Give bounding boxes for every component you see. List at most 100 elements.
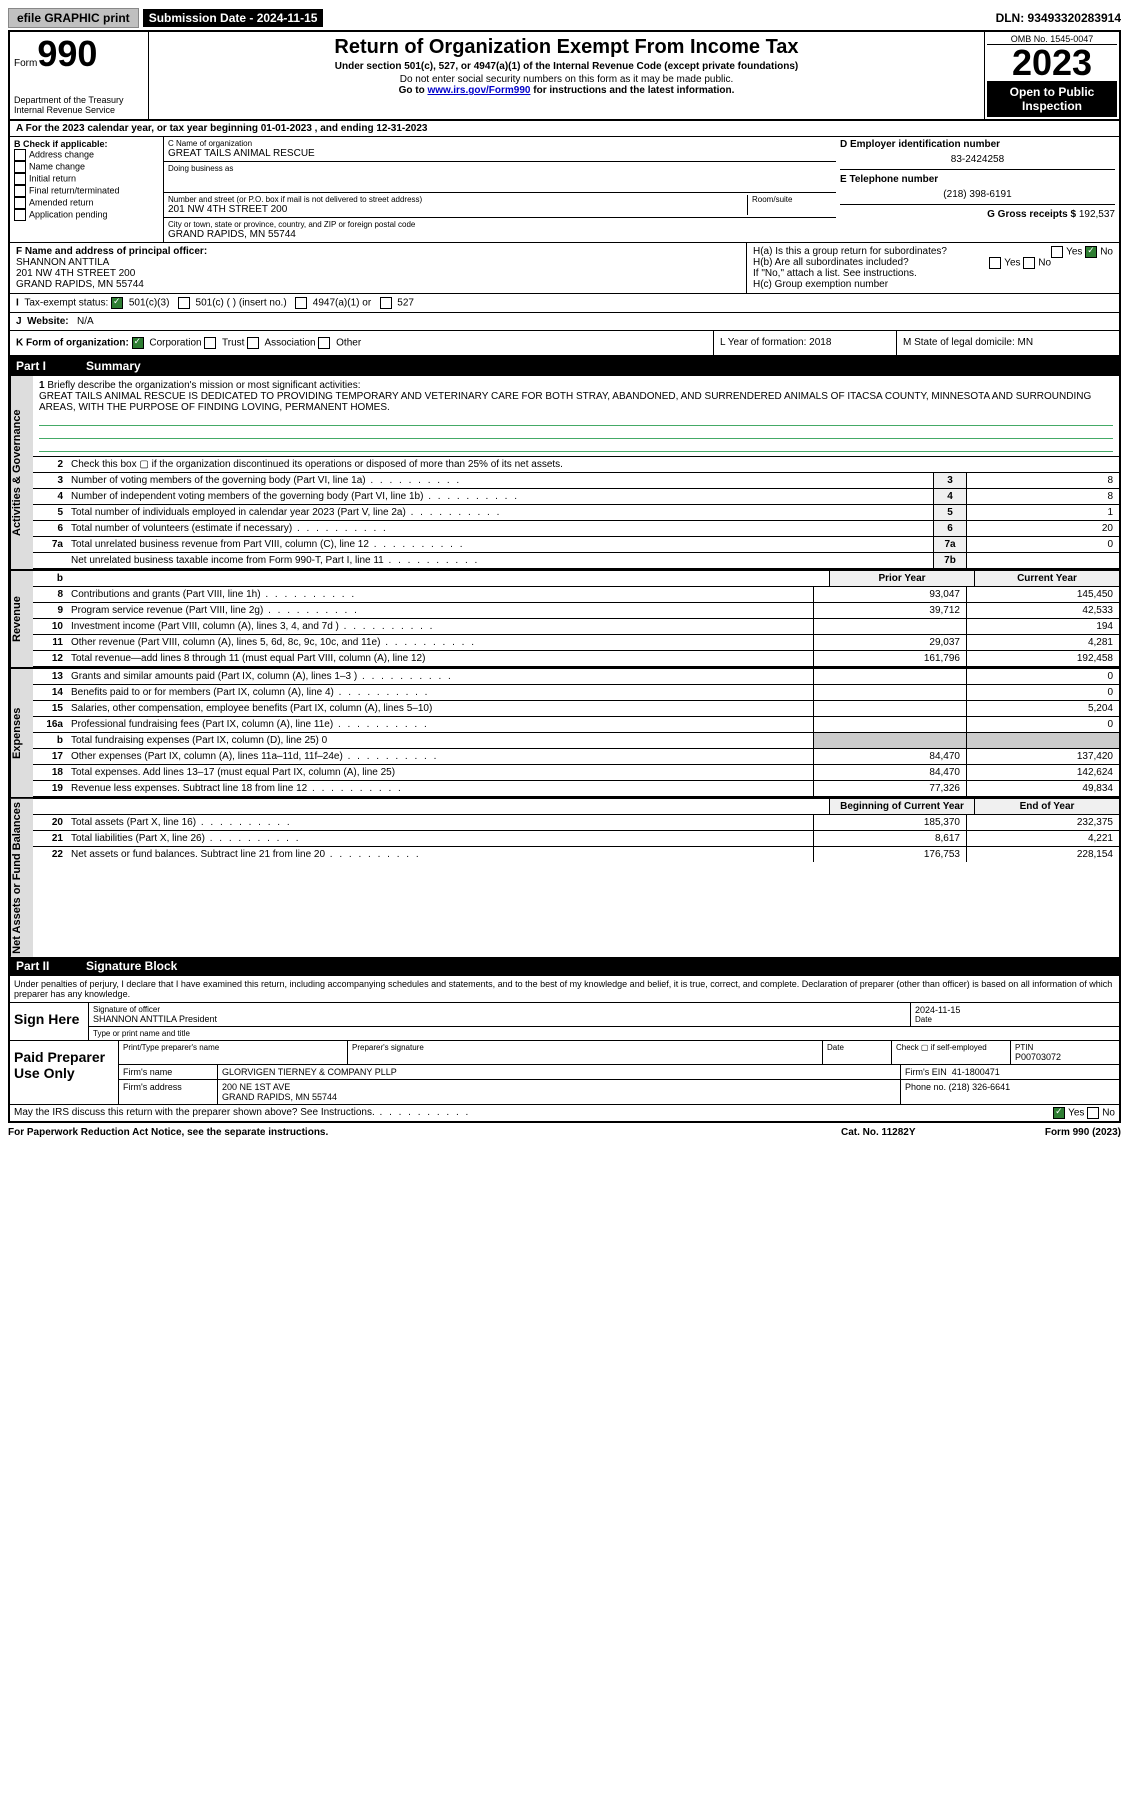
corporation-checkbox[interactable] — [132, 337, 144, 349]
527-label: 527 — [397, 298, 414, 309]
trust-label: Trust — [222, 338, 244, 349]
line-21-text: Total liabilities (Part X, line 26) — [67, 831, 813, 846]
application-pending-checkbox[interactable] — [14, 209, 26, 221]
line-10-curr: 194 — [966, 619, 1119, 634]
section-d-e-g: D Employer identification number 83-2424… — [836, 137, 1119, 242]
netassets-sidetab: Net Assets or Fund Balances — [10, 799, 33, 957]
ha-label: H(a) Is this a group return for subordin… — [753, 246, 947, 257]
line-4-num: 4 — [33, 489, 67, 504]
application-pending-label: Application pending — [29, 209, 108, 219]
expenses-section: Expenses 13Grants and similar amounts pa… — [10, 667, 1119, 797]
association-checkbox[interactable] — [247, 337, 259, 349]
dba-label: Doing business as — [168, 164, 832, 173]
hb-yes-checkbox[interactable] — [989, 257, 1001, 269]
line-6-num: 6 — [33, 521, 67, 536]
final-return-checkbox[interactable] — [14, 185, 26, 197]
line-16a-curr: 0 — [966, 717, 1119, 732]
line-18-prior: 84,470 — [813, 765, 966, 780]
line-21-curr: 4,221 — [966, 831, 1119, 846]
line-22-text: Net assets or fund balances. Subtract li… — [67, 847, 813, 862]
principal-officer-name: SHANNON ANTTILA — [16, 257, 109, 268]
line-19-prior: 77,326 — [813, 781, 966, 796]
discuss-no-checkbox[interactable] — [1087, 1107, 1099, 1119]
tax-exempt-label: Tax-exempt status: — [24, 298, 108, 309]
goto-url-link[interactable]: www.irs.gov/Form990 — [427, 85, 530, 96]
goto-line: Go to www.irs.gov/Form990 for instructio… — [153, 85, 980, 96]
line-11-num: 11 — [33, 635, 67, 650]
initial-return-label: Initial return — [29, 173, 76, 183]
efile-graphic-print-button[interactable]: efile GRAPHIC print — [8, 8, 139, 28]
line-2-num: 2 — [33, 457, 67, 472]
form-word: Form — [14, 58, 37, 69]
hb-no-checkbox[interactable] — [1023, 257, 1035, 269]
discuss-yes-checkbox[interactable] — [1053, 1107, 1065, 1119]
penalty-statement: Under penalties of perjury, I declare th… — [10, 976, 1119, 1002]
form-title-box: Return of Organization Exempt From Incom… — [149, 32, 985, 119]
section-j-row: J Website: N/A — [10, 313, 1119, 331]
org-info-grid: B Check if applicable: Address change Na… — [10, 137, 1119, 243]
type-print-label: Type or print name and title — [93, 1029, 1115, 1038]
line-6-cell: 6 — [933, 521, 966, 536]
hb-no-label: No — [1038, 258, 1051, 269]
line-10-prior — [813, 619, 966, 634]
firm-ein-value: 41-1800471 — [952, 1067, 1000, 1077]
org-name: GREAT TAILS ANIMAL RESCUE — [168, 148, 832, 159]
end-year-header: End of Year — [974, 799, 1119, 814]
principal-officer-addr1: 201 NW 4TH STREET 200 — [16, 268, 135, 279]
501c-checkbox[interactable] — [178, 297, 190, 309]
line-9-text: Program service revenue (Part VIII, line… — [67, 603, 813, 618]
4947-checkbox[interactable] — [295, 297, 307, 309]
ha-no-checkbox[interactable] — [1085, 246, 1097, 258]
501c3-checkbox[interactable] — [111, 297, 123, 309]
4947-label: 4947(a)(1) or — [313, 298, 371, 309]
discuss-yes-label: Yes — [1068, 1107, 1084, 1118]
address-change-checkbox[interactable] — [14, 149, 26, 161]
line-7a-val: 0 — [966, 537, 1119, 552]
line-18-num: 18 — [33, 765, 67, 780]
firm-addr-value: 200 NE 1ST AVE — [222, 1082, 290, 1092]
form-number: 990 — [37, 33, 97, 74]
tax-year: 2023 — [987, 45, 1117, 81]
section-b-label: B Check if applicable: — [14, 139, 159, 149]
line-12-curr: 192,458 — [966, 651, 1119, 666]
other-checkbox[interactable] — [318, 337, 330, 349]
ha-yes-checkbox[interactable] — [1051, 246, 1063, 258]
hc-label: H(c) Group exemption number — [753, 279, 1113, 290]
amended-return-checkbox[interactable] — [14, 197, 26, 209]
initial-return-checkbox[interactable] — [14, 173, 26, 185]
line-18-curr: 142,624 — [966, 765, 1119, 780]
line-4-val: 8 — [966, 489, 1119, 504]
trust-checkbox[interactable] — [204, 337, 216, 349]
line-7a-num: 7a — [33, 537, 67, 552]
section-l: L Year of formation: 2018 — [713, 331, 896, 355]
line-12-prior: 161,796 — [813, 651, 966, 666]
part-2-title: Signature Block — [86, 959, 177, 973]
self-employed-label: Check ▢ if self-employed — [896, 1043, 1006, 1052]
address-change-label: Address change — [29, 149, 94, 159]
line-17-text: Other expenses (Part IX, column (A), lin… — [67, 749, 813, 764]
line-20-prior: 185,370 — [813, 815, 966, 830]
line-2-text: Check this box ▢ if the organization dis… — [67, 457, 1119, 472]
current-year-header: Current Year — [974, 571, 1119, 586]
line-10-num: 10 — [33, 619, 67, 634]
name-change-checkbox[interactable] — [14, 161, 26, 173]
submission-date-label: Submission Date - 2024-11-15 — [143, 9, 324, 27]
line-11-curr: 4,281 — [966, 635, 1119, 650]
form-version: Form 990 (2023) — [981, 1127, 1121, 1138]
part-2-num: Part II — [16, 959, 66, 973]
form-subtitle-2: Do not enter social security numbers on … — [153, 74, 980, 85]
line-13-num: 13 — [33, 669, 67, 684]
section-c-org-info: C Name of organization GREAT TAILS ANIMA… — [164, 137, 836, 242]
firm-name-label: Firm's name — [119, 1065, 218, 1079]
tax-period-row: A For the 2023 calendar year, or tax yea… — [10, 121, 1119, 137]
501c3-label: 501(c)(3) — [129, 298, 170, 309]
527-checkbox[interactable] — [380, 297, 392, 309]
line-22-prior: 176,753 — [813, 847, 966, 862]
website-value: N/A — [77, 316, 94, 327]
revenue-sidetab: Revenue — [10, 571, 33, 667]
section-k-l-m-row: K Form of organization: Corporation Trus… — [10, 331, 1119, 357]
line-13-text: Grants and similar amounts paid (Part IX… — [67, 669, 813, 684]
goto-suffix: for instructions and the latest informat… — [530, 85, 734, 96]
form-subtitle-1: Under section 501(c), 527, or 4947(a)(1)… — [153, 61, 980, 72]
part-1-num: Part I — [16, 359, 66, 373]
